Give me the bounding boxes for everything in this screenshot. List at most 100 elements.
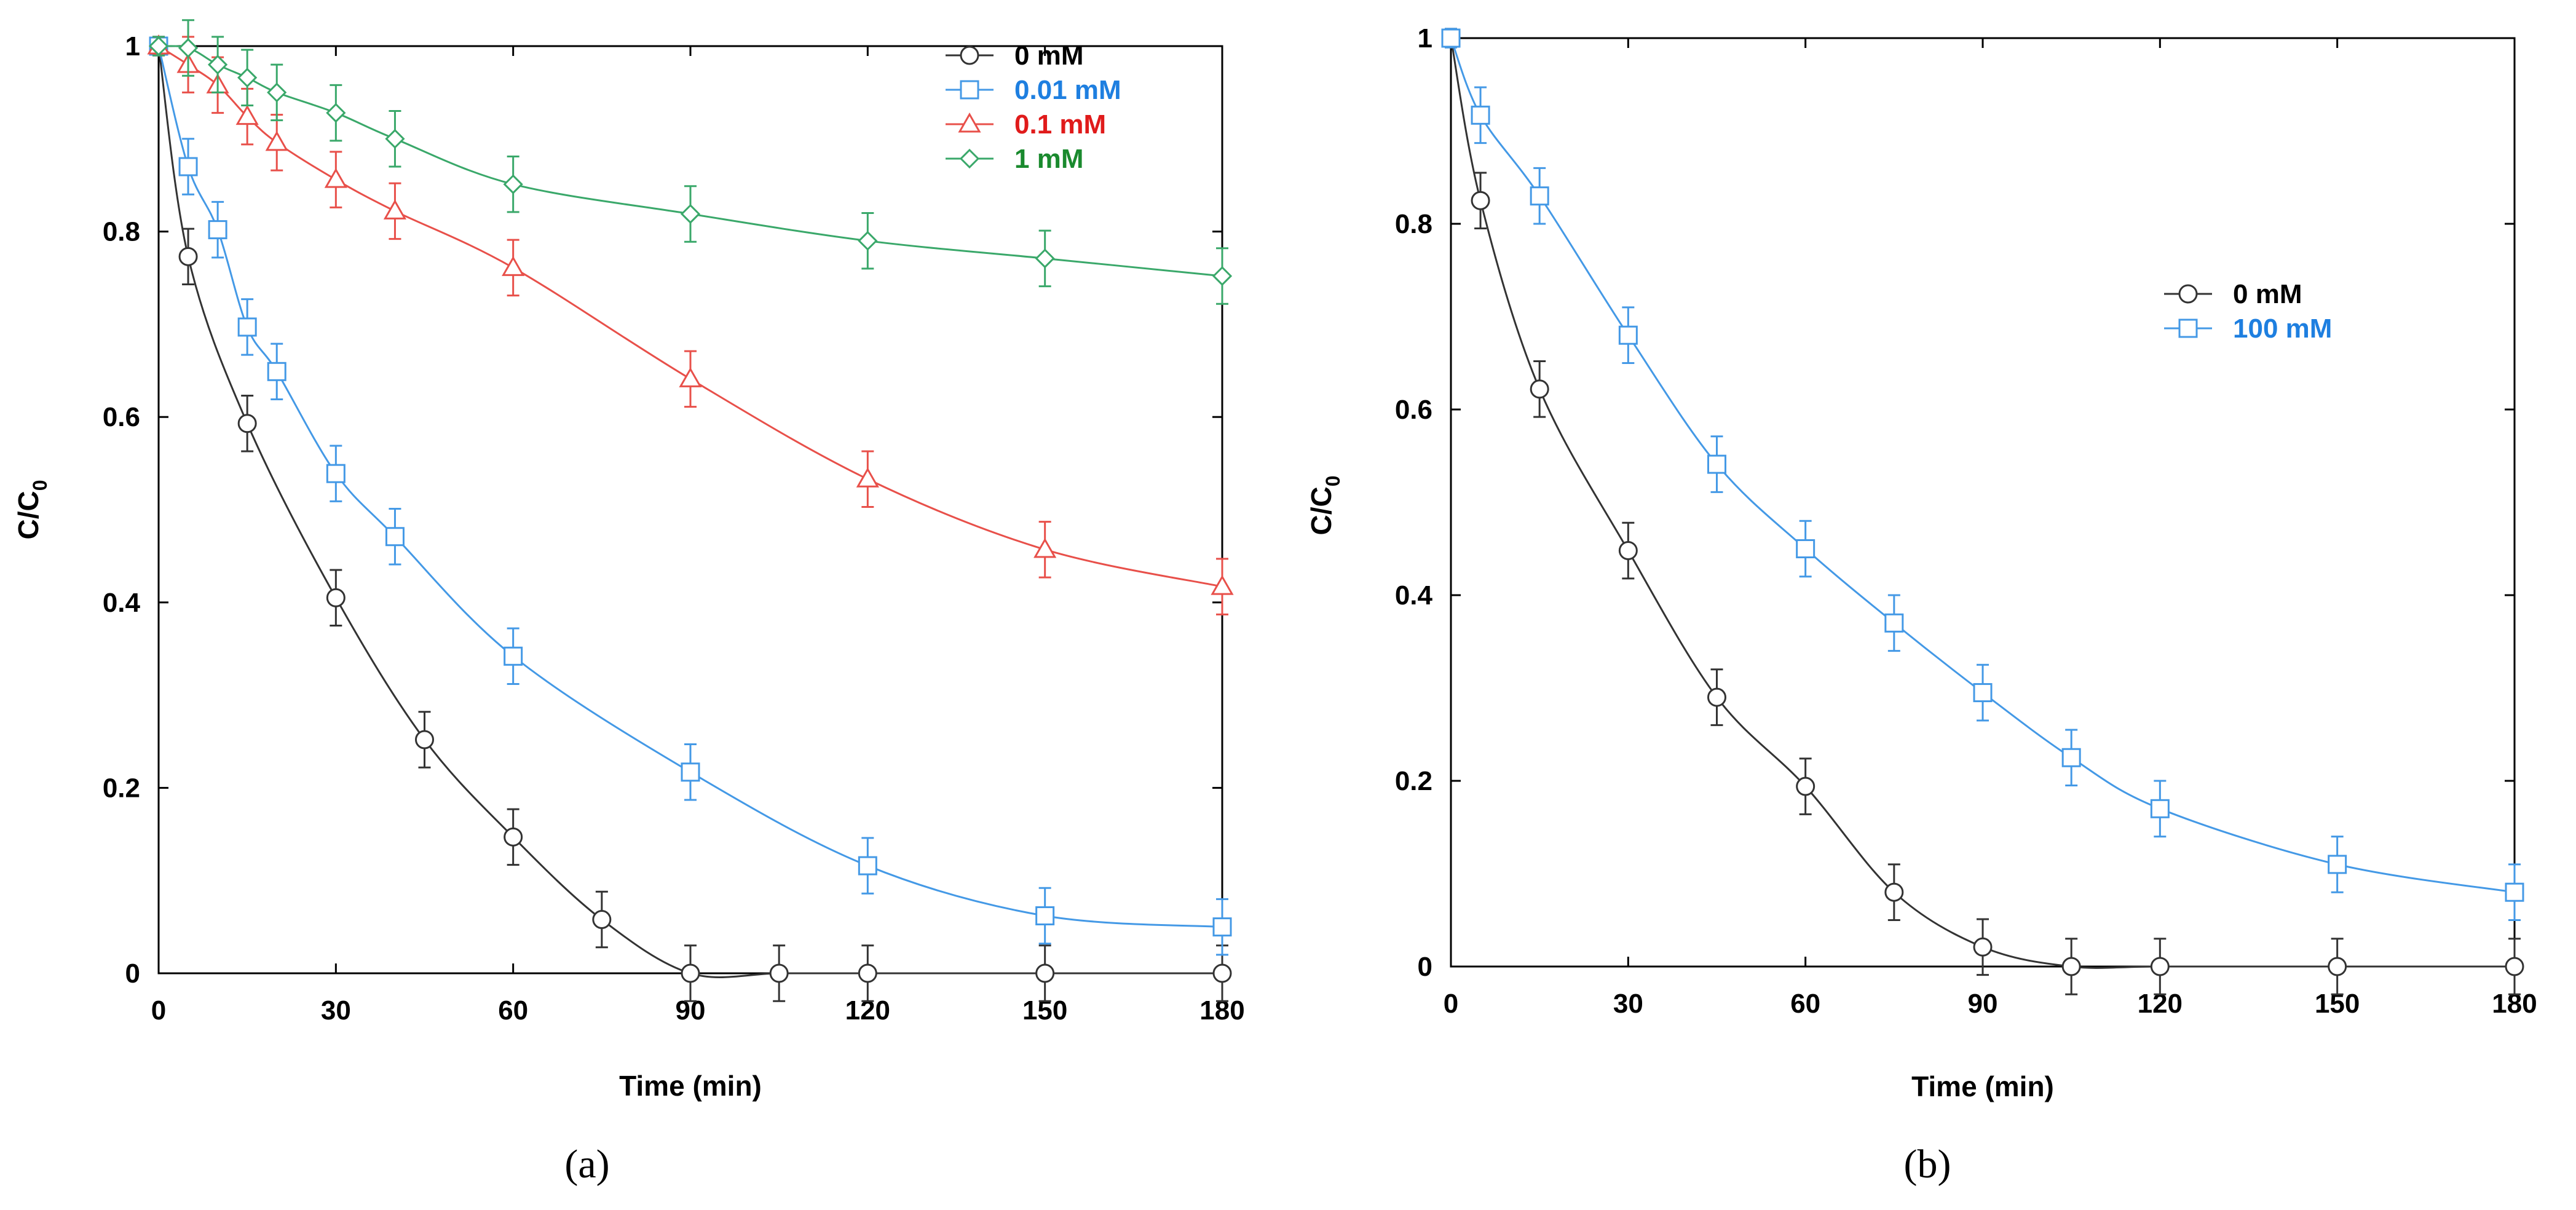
data-point	[2505, 957, 2524, 976]
x-tick-label: 60	[498, 995, 528, 1026]
data-point	[503, 174, 523, 194]
data-point	[265, 130, 288, 151]
data-point	[1441, 28, 1461, 48]
data-point	[208, 220, 227, 240]
legend-item: 0.1 mM	[946, 109, 1106, 140]
data-point	[1471, 191, 1490, 210]
data-point	[1035, 963, 1055, 983]
data-point	[502, 256, 525, 276]
legend-label: 1 mM	[1014, 144, 1083, 174]
data-point	[1211, 575, 1234, 595]
x-axis-label: Time (min)	[619, 1070, 762, 1102]
y-tick-label: 0.4	[103, 588, 141, 618]
data-point	[267, 82, 287, 103]
data-point	[1618, 325, 1638, 345]
legend-label: 100 mM	[2233, 314, 2332, 344]
legend-item: 1 mM	[946, 144, 1083, 174]
series-line	[1450, 38, 2515, 969]
series-points	[1441, 28, 2524, 995]
y-tick-label: 0.2	[1395, 766, 1432, 796]
panel-label-a: (a)	[564, 1142, 609, 1187]
data-point	[2505, 882, 2524, 902]
legend-marker	[2178, 318, 2198, 338]
data-point	[148, 36, 169, 57]
data-point	[1884, 882, 1904, 902]
data-point	[2150, 957, 2170, 976]
data-point	[326, 588, 346, 607]
y-tick-label: 0.2	[103, 773, 140, 803]
y-tick-label: 0.6	[1395, 395, 1432, 425]
plot-frame	[1450, 37, 2516, 968]
x-tick-label: 30	[1613, 989, 1643, 1019]
data-point	[1796, 777, 1815, 796]
y-tick-label: 0	[1418, 952, 1432, 982]
legend-item: 0.01 mM	[946, 75, 1121, 105]
data-point	[1618, 541, 1638, 561]
y-tick-label: 0.8	[103, 217, 140, 247]
data-point	[592, 910, 612, 930]
data-point	[237, 317, 257, 337]
legend-marker	[958, 112, 981, 133]
data-point	[1973, 937, 1993, 957]
y-tick-label: 1	[125, 31, 140, 61]
data-point	[178, 157, 198, 176]
legend-label: 0 mM	[1014, 41, 1083, 71]
x-tick-label: 0	[1444, 989, 1458, 1019]
data-point	[681, 762, 700, 782]
x-tick-label: 0	[151, 995, 166, 1026]
x-tick-label: 30	[321, 995, 351, 1026]
data-point	[769, 963, 789, 983]
data-point	[856, 467, 879, 488]
data-point	[2328, 957, 2347, 976]
x-tick-label: 60	[1790, 989, 1820, 1019]
data-point	[385, 527, 405, 547]
series-points	[147, 19, 1234, 1002]
legend-item: 0 mM	[946, 41, 1083, 71]
data-point	[178, 247, 198, 266]
y-tick-label: 0.6	[103, 402, 140, 432]
data-point	[858, 856, 877, 876]
series-curves	[1450, 38, 2515, 969]
data-point	[1530, 379, 1549, 399]
data-point	[504, 827, 523, 847]
data-point	[680, 204, 701, 224]
legend-label: 0.01 mM	[1014, 75, 1121, 105]
data-point	[858, 231, 878, 251]
data-point	[1212, 266, 1233, 287]
y-tick-label: 0	[125, 959, 140, 989]
data-point	[1796, 539, 1815, 558]
data-point	[383, 199, 407, 219]
plot-frame	[157, 45, 1223, 975]
data-point	[385, 129, 405, 149]
data-point	[2061, 957, 2081, 976]
data-point	[1033, 537, 1057, 558]
data-point	[326, 103, 346, 123]
legend: 0 mM 100 mM	[2164, 279, 2332, 344]
data-point	[326, 464, 346, 483]
data-point	[237, 414, 257, 433]
data-point	[1471, 105, 1490, 125]
data-point	[1035, 248, 1055, 269]
legend-label: 0.1 mM	[1014, 109, 1106, 140]
data-point	[1212, 963, 1232, 983]
data-point	[415, 730, 434, 749]
legend-marker	[959, 148, 980, 169]
data-point	[324, 168, 347, 188]
y-axis-label: C/C0	[1305, 475, 1344, 535]
data-point	[679, 367, 702, 387]
data-point	[1212, 917, 1232, 937]
data-point	[1707, 687, 1726, 707]
legend: 0 mM 0.01 mM 0.1 mM 1 mM	[946, 41, 1121, 174]
data-point	[1530, 186, 1549, 206]
y-tick-label: 0.4	[1395, 580, 1433, 611]
legend-marker	[960, 80, 979, 100]
y-tick-label: 0.8	[1395, 209, 1432, 239]
legend-marker	[960, 45, 979, 65]
panel-label-b: (b)	[1904, 1142, 1951, 1187]
x-tick-label: 90	[1968, 989, 1998, 1019]
